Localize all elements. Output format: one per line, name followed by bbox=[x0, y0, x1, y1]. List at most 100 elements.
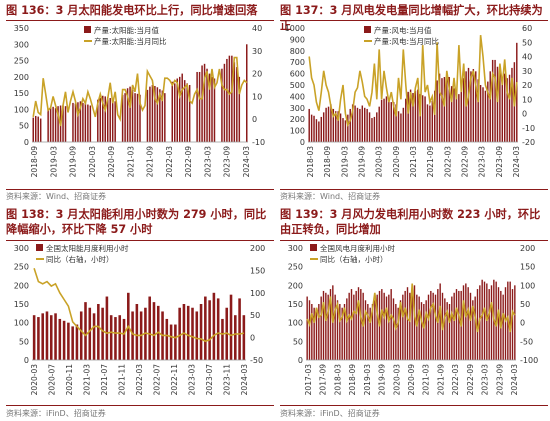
bar bbox=[118, 315, 122, 360]
bar bbox=[390, 289, 392, 360]
bar bbox=[308, 108, 310, 142]
bar bbox=[151, 85, 154, 142]
bar bbox=[397, 111, 400, 142]
y-tick-label-right: 150 bbox=[520, 263, 535, 272]
x-tick-label: 2020-03 bbox=[392, 364, 401, 396]
legend-label-line: 同比（右轴，小时） bbox=[320, 254, 388, 264]
x-tick-label: 2023-09 bbox=[223, 146, 232, 178]
chart-solar-output: 0 50 100 150 200 250 300 350 -10 0 10 20 30 40 2018-09… bbox=[14, 24, 265, 178]
bar bbox=[487, 81, 489, 142]
bar bbox=[131, 311, 134, 360]
bar bbox=[497, 287, 500, 360]
bar bbox=[102, 95, 104, 142]
bar bbox=[216, 298, 220, 360]
bar bbox=[490, 285, 493, 360]
bar bbox=[504, 73, 506, 142]
bar bbox=[409, 292, 411, 360]
bar bbox=[313, 115, 315, 142]
bar bbox=[146, 89, 149, 142]
source-rule bbox=[6, 405, 274, 406]
bar bbox=[438, 73, 441, 142]
y-tick-label-right: 20 bbox=[522, 81, 532, 90]
title-rule bbox=[6, 20, 274, 21]
bar bbox=[407, 91, 409, 142]
bar bbox=[221, 318, 224, 360]
y-tick-label-right: 20 bbox=[252, 70, 262, 79]
bar bbox=[39, 118, 42, 142]
y-tick-label-right: 60 bbox=[522, 24, 532, 33]
bar bbox=[424, 96, 426, 142]
bar bbox=[472, 69, 475, 142]
bar bbox=[414, 90, 417, 142]
x-tick-label: 2017-09 bbox=[319, 364, 328, 396]
bar bbox=[327, 294, 329, 360]
bar bbox=[465, 71, 467, 142]
bar bbox=[311, 304, 313, 360]
y-tick-label-left: 800 bbox=[290, 47, 305, 56]
bar bbox=[226, 58, 228, 142]
y-tick-label-left: 600 bbox=[290, 70, 305, 79]
y-tick-label-right: 200 bbox=[520, 244, 535, 253]
bar bbox=[423, 304, 425, 360]
bar bbox=[502, 294, 504, 360]
bar bbox=[418, 296, 420, 360]
chart-title: 图 136：3 月太阳能发电环比上行，同比增速回落 bbox=[6, 4, 258, 17]
bar bbox=[238, 76, 241, 142]
bar bbox=[489, 71, 491, 142]
panel-solar-output: 图 136：3 月太阳能发电环比上行，同比增速回落 0 50 100 150 200 25… bbox=[6, 0, 276, 205]
bar bbox=[341, 307, 343, 360]
bar bbox=[430, 290, 432, 360]
bar bbox=[334, 294, 336, 360]
y-tick-label-right: -10 bbox=[252, 138, 265, 147]
bar bbox=[231, 55, 233, 142]
y-tick-label-left: 900 bbox=[290, 35, 305, 44]
bar bbox=[171, 81, 174, 142]
legend-label-line: 产量:风电:当月同比 bbox=[374, 36, 440, 46]
bar bbox=[41, 313, 44, 360]
bar bbox=[369, 307, 371, 360]
bar bbox=[208, 300, 211, 360]
bar bbox=[154, 85, 156, 142]
x-tick-label: 2021-03 bbox=[422, 364, 431, 396]
bar bbox=[242, 315, 246, 360]
y-tick-label-left: 50 bbox=[19, 122, 29, 131]
bar bbox=[228, 55, 231, 142]
bar bbox=[182, 304, 186, 360]
bar bbox=[383, 98, 385, 142]
bar bbox=[211, 76, 213, 142]
bar bbox=[455, 91, 458, 142]
bar bbox=[32, 117, 34, 142]
bar bbox=[339, 113, 342, 142]
y-tick-label-left: 400 bbox=[290, 92, 305, 101]
bar bbox=[72, 102, 74, 142]
bar bbox=[426, 104, 429, 142]
bar bbox=[191, 307, 194, 360]
series-line bbox=[33, 267, 245, 343]
x-tick-label: 2023-09 bbox=[495, 146, 504, 178]
bar bbox=[329, 289, 332, 360]
bar bbox=[402, 294, 404, 360]
bar bbox=[342, 118, 344, 142]
x-tick-label: 2023-03 bbox=[203, 146, 212, 178]
bar bbox=[49, 107, 52, 142]
bar bbox=[178, 76, 181, 142]
bar bbox=[511, 289, 514, 360]
bar bbox=[409, 89, 412, 142]
y-tick-label-left: 200 bbox=[288, 281, 303, 290]
panel-solar-hours: 图 138：3 月太阳能利用小时数为 279 小时，同比降幅缩小，环比下降 57… bbox=[6, 206, 276, 421]
y-tick-label-right: 50 bbox=[520, 300, 530, 309]
bar bbox=[32, 315, 36, 360]
bar bbox=[337, 111, 339, 142]
bar bbox=[213, 78, 216, 142]
bar bbox=[499, 69, 501, 142]
chart-title: 图 137：3 月风电发电量同比增幅扩大，环比持续为正 bbox=[280, 4, 543, 32]
bar bbox=[54, 108, 57, 142]
x-tick-label: 2020-03 bbox=[30, 364, 39, 396]
bar bbox=[472, 300, 474, 360]
y-tick-label-right: 50 bbox=[522, 38, 532, 47]
x-tick-label: 2023-03 bbox=[478, 146, 487, 178]
bar bbox=[322, 290, 325, 360]
bar bbox=[62, 105, 64, 142]
y-tick-label-left: 250 bbox=[14, 263, 29, 272]
y-tick-label-left: 100 bbox=[288, 319, 303, 328]
